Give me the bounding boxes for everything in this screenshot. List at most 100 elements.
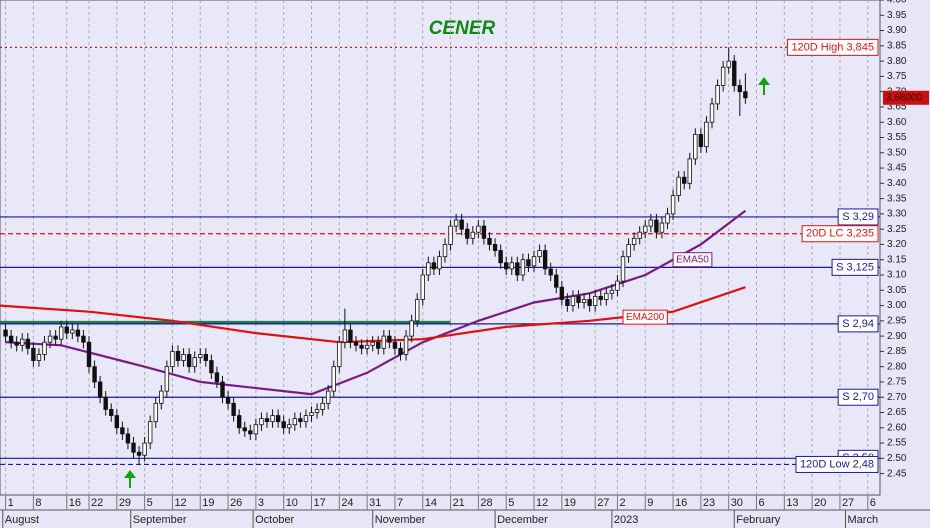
x-tick-label: 17 [314, 497, 326, 509]
candle-body [275, 415, 281, 423]
candle-body [526, 259, 531, 267]
ema-label-box [672, 252, 713, 268]
candle-body [592, 295, 598, 306]
candle-body [253, 424, 259, 435]
candle-body [626, 244, 631, 258]
candle-body [370, 341, 375, 346]
y-tick-label: 2.45 [887, 468, 907, 479]
level-label: 120D High 3,845 [791, 41, 874, 53]
y-tick-label: 3.25 [887, 224, 907, 235]
candle-body [203, 354, 209, 361]
candle-body [314, 409, 320, 413]
y-tick-label: 2.50 [887, 453, 907, 464]
y-tick-label: 3.50 [887, 147, 907, 158]
candle-body [631, 237, 637, 245]
candle-body [348, 329, 353, 343]
plot-area [0, 0, 881, 496]
candle-body [20, 338, 25, 346]
candle-body [231, 402, 236, 416]
x-tick-label: 14 [425, 497, 437, 509]
ema-line [5, 209, 747, 396]
candle-body [381, 335, 387, 349]
candle-body [47, 335, 53, 343]
month-label: March [848, 514, 879, 526]
month-label: 2023 [614, 514, 638, 526]
level-label: S 3,29 [842, 211, 874, 223]
ema-label: EMA200 [626, 312, 665, 323]
candle-body [670, 195, 676, 215]
candle-body [159, 390, 164, 404]
y-tick-label: 3.00 [887, 300, 907, 311]
candle-body [609, 289, 615, 294]
candle-body [25, 338, 31, 349]
x-tick-label: 22 [91, 497, 103, 509]
x-tick-label: 7 [397, 497, 403, 509]
y-tick-label: 2.95 [887, 315, 907, 326]
candle-body [453, 219, 459, 227]
candle-body [676, 176, 681, 196]
y-tick-label: 3.20 [887, 239, 907, 250]
candle-body [114, 415, 120, 429]
candle-body [186, 354, 192, 368]
candle-body [515, 262, 520, 276]
candle-body [654, 219, 659, 233]
candle-body [426, 262, 431, 276]
candle-body [364, 344, 370, 349]
candle-body [576, 295, 581, 303]
candle-body [409, 320, 414, 337]
candle-body [342, 329, 348, 343]
ema-label-box [622, 309, 668, 325]
candle-body [325, 390, 331, 404]
candle-body [565, 299, 570, 306]
candle-body [392, 341, 398, 349]
candle-body [498, 250, 503, 264]
candle-body [70, 329, 75, 334]
candle-body [131, 442, 136, 453]
candle-body [92, 366, 97, 383]
x-tick-label: 16 [69, 497, 81, 509]
level-label-box [837, 315, 879, 333]
candle-body [198, 354, 203, 358]
candle-body [58, 326, 64, 340]
candle-body [548, 268, 553, 276]
candle-body [125, 433, 131, 444]
y-tick-label: 2.60 [887, 422, 907, 433]
candle-body [726, 60, 731, 68]
candle-body [14, 341, 19, 346]
candle-body [403, 335, 409, 355]
candle-body [337, 341, 342, 368]
x-tick-label: 20 [814, 497, 826, 509]
x-tick-label: 24 [341, 497, 353, 509]
candle-body [737, 85, 743, 93]
last-price-label: 3,68000 [886, 92, 923, 103]
y-tick-label: 2.75 [887, 377, 907, 388]
month-label: October [255, 514, 294, 526]
candle-body [492, 244, 498, 251]
candle-body [136, 451, 142, 456]
x-tick-label: 30 [731, 497, 743, 509]
candle-body [620, 256, 626, 282]
level-label-box [795, 455, 879, 473]
up-arrow [124, 470, 136, 488]
y-tick-label: 3.60 [887, 117, 907, 128]
month-label: August [5, 514, 39, 526]
y-tick-label: 2.70 [887, 392, 907, 403]
candle-body [153, 402, 158, 423]
candle-body [637, 231, 642, 239]
candle-body [387, 335, 392, 343]
x-tick-label: 28 [480, 497, 492, 509]
level-label-box [801, 225, 879, 243]
candle-body [192, 357, 197, 368]
candle-body [509, 262, 514, 270]
y-tick-label: 3.90 [887, 25, 907, 36]
x-tick-label: 3 [258, 497, 264, 509]
x-tick-label: 31 [369, 497, 381, 509]
candle-body [581, 299, 587, 303]
candle-body [709, 103, 715, 123]
level-label-box [786, 38, 879, 56]
candle-body [120, 427, 125, 435]
y-tick-label: 3.75 [887, 71, 907, 82]
x-tick-label: 19 [202, 497, 214, 509]
y-tick-label: 3.40 [887, 178, 907, 189]
candle-body [220, 381, 225, 398]
